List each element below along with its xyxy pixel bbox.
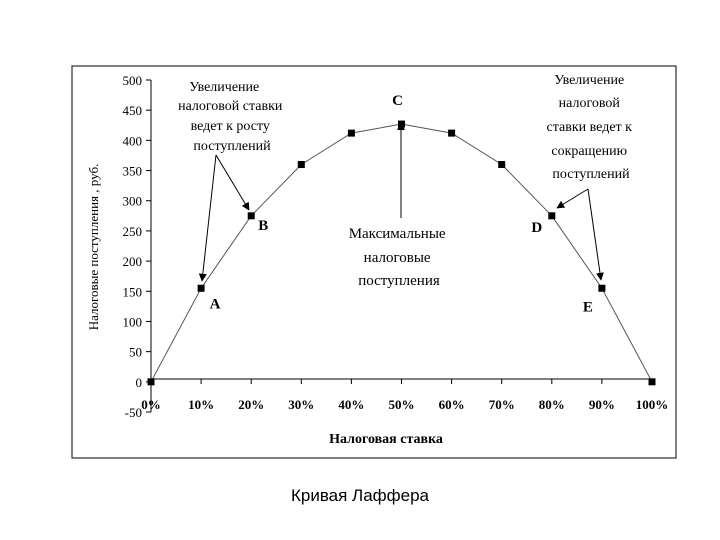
x-tick-label: 0% — [141, 397, 161, 412]
x-tick-label: 50% — [389, 397, 415, 412]
y-tick-label: 300 — [123, 194, 143, 209]
y-tick-label: 450 — [123, 103, 143, 118]
x-tick-label: 30% — [288, 397, 314, 412]
data-point — [498, 161, 506, 169]
y-tick-label: 200 — [123, 254, 143, 269]
annotation-left: Увеличение налоговой ставки ведет к рост… — [178, 80, 286, 282]
annotation-right-text: Увеличение налоговой ставки ведет к сокр… — [547, 73, 636, 182]
annotation-center-line: поступления — [358, 273, 440, 289]
y-tick-label: 100 — [123, 314, 143, 329]
annotation-center-text: Максимальные налоговые поступления — [349, 226, 450, 289]
y-tick-label: -50 — [125, 405, 142, 420]
y-tick-label: 250 — [123, 224, 143, 239]
annotation-right-line: налоговой — [559, 96, 621, 111]
y-tick-label: 400 — [123, 133, 143, 148]
annotation-left-arrow-b — [215, 154, 250, 211]
y-tick-label: 150 — [123, 284, 143, 299]
y-tick-label: 350 — [123, 164, 143, 179]
y-axis: -50 0 50 100 150 200 250 300 350 400 450 500 — [123, 73, 152, 420]
annotation-right-arrow-d — [556, 188, 589, 209]
x-tick-label: 100% — [636, 397, 669, 412]
data-point — [648, 378, 656, 386]
x-tick-label: 90% — [589, 397, 615, 412]
annotation-left-arrow-a — [198, 154, 217, 282]
point-label: A — [210, 296, 221, 312]
x-tick-label: 80% — [539, 397, 565, 412]
x-axis-label: Налоговая ставка — [329, 432, 443, 447]
annotation-right-line: поступлений — [552, 167, 630, 182]
annotation-center-line: Максимальные — [349, 226, 446, 242]
annotation-right-line: ставки ведет к — [547, 120, 633, 135]
y-tick-label: 50 — [129, 345, 142, 360]
annotation-center-line: налоговые — [364, 250, 431, 266]
annotation-right-line: сокращению — [551, 144, 627, 159]
x-tick-label: 60% — [439, 397, 465, 412]
chart-frame — [71, 65, 677, 459]
point-label: C — [392, 93, 403, 109]
data-point — [448, 129, 456, 137]
data-point — [297, 161, 305, 169]
annotation-right-line: Увеличение — [554, 73, 624, 88]
point-label: D — [531, 220, 542, 236]
y-tick-label: 0 — [136, 375, 143, 390]
annotation-center: Максимальные налоговые поступления — [349, 122, 450, 289]
annotation-right-arrow-e — [587, 188, 604, 281]
data-point — [548, 212, 556, 220]
annotation-left-line: налоговой ставки — [178, 99, 283, 114]
annotation-right: Увеличение налоговой ставки ведет к сокр… — [547, 73, 636, 281]
x-axis: 0% 10% 20% 30% 40% 50% 60% 70% 80% 90% 100% — [141, 378, 669, 412]
data-point — [598, 284, 606, 292]
point-label: E — [583, 299, 593, 315]
data-point — [347, 129, 355, 137]
x-tick-label: 70% — [489, 397, 515, 412]
data-point — [197, 284, 205, 292]
annotation-left-text: Увеличение налоговой ставки ведет к рост… — [178, 80, 286, 154]
annotation-left-line: ведет к росту — [191, 119, 270, 134]
x-tick-label: 20% — [238, 397, 264, 412]
point-label: B — [258, 218, 268, 234]
y-tick-label: 500 — [123, 73, 143, 88]
data-point — [247, 212, 255, 220]
annotation-left-line: поступлений — [193, 139, 271, 154]
data-point — [147, 378, 155, 386]
chart-caption: Кривая Лаффера — [290, 486, 430, 505]
x-tick-label: 40% — [338, 397, 364, 412]
x-tick-label: 10% — [188, 397, 214, 412]
y-axis-label: Налоговые поступления , руб. — [86, 164, 101, 331]
annotation-left-line: Увеличение — [189, 80, 259, 95]
